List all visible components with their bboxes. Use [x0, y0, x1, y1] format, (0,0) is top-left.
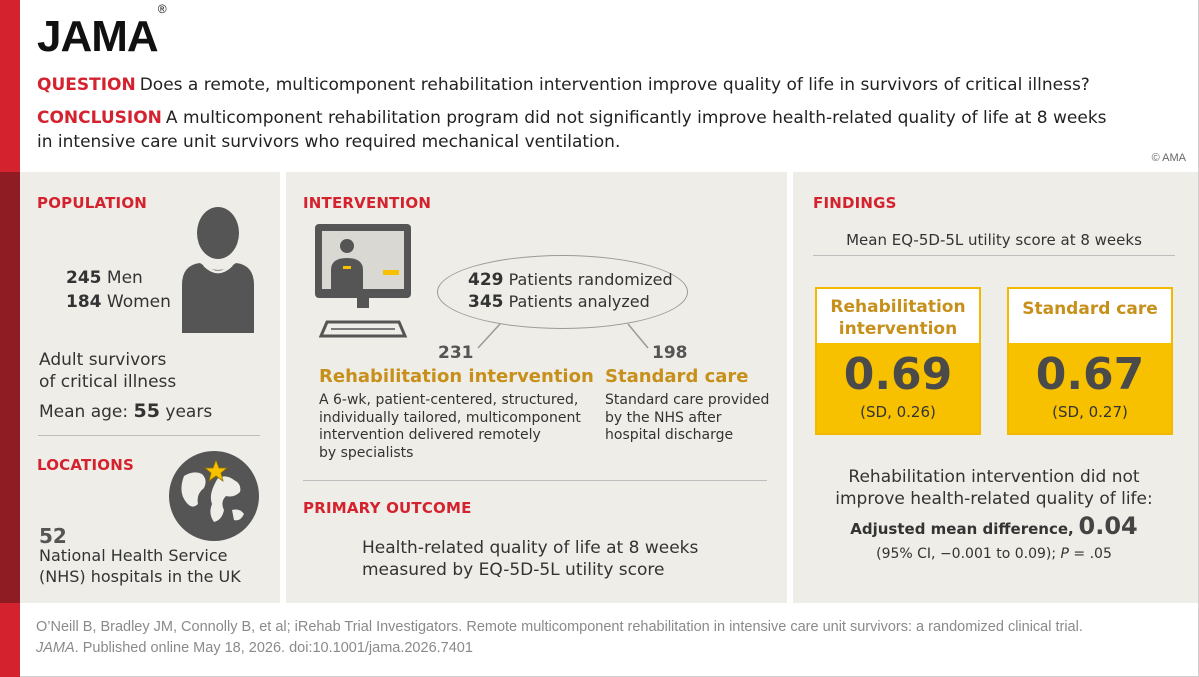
standard-score-label: Standard care	[1022, 299, 1158, 319]
conclusion-text-1: A multicomponent rehabilitation program …	[165, 108, 1107, 128]
locations-line-1: National Health Service	[39, 546, 228, 565]
findings-separator	[813, 255, 1175, 256]
rehab-score-card: Rehabilitation intervention 0.69 (SD, 0.…	[815, 287, 981, 435]
confidence-interval: (95% CI, −0.001 to 0.09); P = .05	[876, 546, 1112, 562]
column-divider	[787, 172, 793, 603]
header: JAMA® QUESTION Does a remote, multicompon…	[20, 0, 1198, 172]
locations-title: LOCATIONS	[37, 456, 134, 474]
rehab-score-label: Rehabilitation intervention	[830, 297, 966, 339]
locations-count: 52	[39, 524, 67, 548]
population-title: POPULATION	[37, 194, 148, 212]
rehab-title: Rehabilitation intervention	[319, 366, 594, 387]
rehab-description: A 6-wk, patient-centered, structured, in…	[319, 392, 581, 461]
adjusted-mean-difference: Adjusted mean difference, 0.04	[850, 512, 1138, 540]
findings-subtitle: Mean EQ-5D-5L utility score at 8 weeks	[846, 231, 1142, 249]
conclusion-tag: CONCLUSION	[37, 108, 162, 128]
question-line: QUESTION Does a remote, multicomponent re…	[37, 73, 1090, 97]
globe-icon	[169, 451, 259, 541]
standard-score-sd: (SD, 0.27)	[1052, 403, 1128, 421]
question-tag: QUESTION	[37, 75, 136, 95]
rehab-score-value: 0.69	[843, 349, 953, 400]
primary-outcome-title: PRIMARY OUTCOME	[303, 499, 472, 517]
primary-outcome-line-1: Health-related quality of life at 8 week…	[362, 538, 699, 558]
intervention-separator	[303, 480, 767, 481]
population-desc-1: Adult survivors	[39, 350, 167, 370]
standard-title: Standard care	[605, 366, 749, 387]
findings-summary-2: improve health-related quality of life:	[835, 489, 1153, 509]
rehab-score-fill	[817, 343, 979, 433]
population-separator	[38, 435, 260, 436]
standard-count: 198	[652, 343, 688, 363]
findings-summary-1: Rehabilitation intervention did not	[848, 467, 1140, 487]
standard-description: Standard care provided by the NHS after …	[605, 392, 770, 443]
population-desc-2: of critical illness	[39, 372, 177, 392]
rehab-count: 231	[438, 343, 474, 363]
jama-logo: JAMA®	[37, 2, 167, 61]
rehab-score-sd: (SD, 0.26)	[860, 403, 936, 421]
mean-age: Mean age: 55 years	[39, 400, 213, 422]
women-stat: 184 Women	[66, 292, 171, 312]
question-text: Does a remote, multicomponent rehabilita…	[139, 75, 1090, 95]
randomization-ellipse	[437, 255, 688, 329]
analyzed-stat: 345 Patients analyzed	[468, 292, 650, 312]
citation-footer: O’Neill B, Bradley JM, Connolly B, et al…	[20, 603, 1198, 676]
primary-outcome-line-2: measured by EQ-5D-5L utility score	[362, 560, 665, 580]
computer-icon	[315, 224, 411, 338]
standard-score-card: Standard care 0.67 (SD, 0.27)	[1007, 287, 1173, 435]
person-icon	[182, 207, 254, 333]
standard-score-fill	[1009, 343, 1171, 433]
men-stat: 245 Men	[66, 268, 143, 288]
intervention-title: INTERVENTION	[303, 194, 432, 212]
citation: O’Neill B, Bradley JM, Connolly B, et al…	[36, 619, 1083, 656]
branch-lines	[477, 323, 649, 349]
conclusion-line: CONCLUSION A multicomponent rehabilitatio…	[37, 106, 1107, 130]
locations-line-2: (NHS) hospitals in the UK	[39, 567, 241, 586]
standard-score-value: 0.67	[1035, 349, 1145, 400]
copyright: © AMA	[1151, 152, 1186, 164]
accent-strip-dark	[0, 172, 20, 603]
randomized-stat: 429 Patients randomized	[468, 270, 673, 290]
findings-title: FINDINGS	[813, 194, 897, 212]
conclusion-line-2: in intensive care unit survivors who req…	[37, 132, 621, 152]
column-divider	[280, 172, 286, 603]
